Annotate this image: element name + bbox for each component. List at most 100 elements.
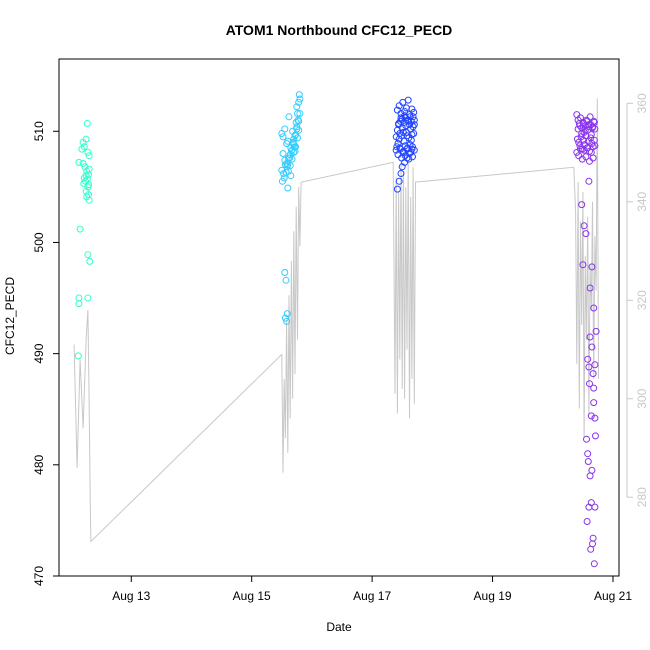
x-axis: Aug 13 Aug 15 Aug 17 Aug 19 Aug 21 (112, 576, 632, 603)
data-point (410, 116, 418, 124)
data-point (577, 145, 584, 153)
data-point (410, 130, 418, 137)
data-point (75, 158, 83, 166)
data-point (291, 132, 299, 140)
data-point (582, 153, 590, 161)
data-point (85, 196, 93, 204)
series-flight3 (392, 96, 418, 193)
data-point (279, 150, 287, 157)
data-point (282, 276, 290, 284)
data-point (408, 145, 416, 153)
data-point (296, 110, 304, 117)
data-point (278, 166, 286, 174)
data-point (284, 184, 292, 192)
data-point (293, 125, 301, 133)
data-point (396, 117, 404, 125)
secondary-trace-layer (73, 98, 599, 543)
data-point (404, 116, 412, 124)
data-point (86, 257, 94, 265)
data-point (588, 263, 596, 271)
data-point (584, 355, 592, 363)
data-point (404, 96, 412, 104)
data-point (580, 222, 588, 230)
data-point (407, 148, 415, 156)
data-point (394, 140, 402, 147)
data-point (590, 304, 598, 312)
data-point (283, 317, 291, 325)
data-point (583, 518, 591, 525)
data-point (407, 117, 415, 125)
data-point (585, 363, 593, 371)
series-flight1 (74, 120, 94, 360)
y-axis-left: 470 480 490 500 510 (32, 121, 59, 586)
data-point (85, 165, 93, 173)
x-tick-label: Aug 15 (233, 589, 271, 603)
data-point (283, 160, 291, 167)
data-point (281, 314, 289, 322)
data-point (76, 225, 84, 233)
data-point (392, 146, 400, 154)
data-point (393, 185, 401, 193)
data-point (279, 133, 287, 141)
data-point (397, 170, 405, 177)
plot-frame (58, 58, 620, 577)
data-point (590, 384, 598, 392)
data-point (576, 122, 584, 130)
data-point (398, 132, 406, 140)
y-tick-label: 500 (32, 232, 46, 252)
data-point (578, 155, 586, 163)
chart-title: ATOM1 Northbound CFC12_PECD (226, 22, 453, 38)
data-point (587, 412, 595, 420)
data-point (407, 136, 415, 144)
y2-tick-label: 340 (635, 191, 649, 211)
y-tick-label: 490 (32, 343, 46, 363)
data-point (85, 152, 93, 160)
data-point (295, 98, 303, 106)
data-point (591, 361, 599, 369)
data-point (406, 121, 413, 129)
data-point (81, 163, 89, 171)
data-point (82, 135, 90, 143)
data-point (584, 450, 592, 458)
data-point (580, 120, 587, 127)
data-point (84, 294, 92, 302)
x-tick-label: Aug 19 (474, 589, 512, 603)
data-point (592, 432, 599, 440)
data-point (79, 160, 87, 167)
data-point (590, 399, 598, 407)
data-point (85, 181, 92, 189)
data-point (282, 168, 290, 176)
data-point (283, 310, 291, 318)
secondary-trace-line (73, 98, 599, 543)
data-point (585, 123, 593, 131)
data-point (588, 466, 596, 474)
data-point (403, 132, 411, 140)
data-point (410, 108, 418, 116)
y-axis-label: CFC12_PECD (3, 277, 17, 355)
y-axis-right: 280 300 320 340 360 (626, 93, 649, 507)
data-point (284, 161, 292, 169)
y2-tick-label: 360 (635, 93, 649, 113)
data-points-layer (74, 91, 600, 568)
data-point (83, 167, 91, 175)
data-point (591, 503, 599, 511)
data-point (586, 333, 594, 341)
y-tick-label: 470 (32, 566, 46, 586)
data-point (585, 177, 593, 185)
data-point (281, 269, 289, 276)
x-tick-label: Aug 17 (353, 589, 391, 603)
data-point (584, 144, 592, 152)
data-point (281, 125, 289, 133)
data-point (296, 95, 304, 103)
data-point (574, 125, 582, 133)
x-axis-label: Date (326, 620, 352, 634)
data-point (395, 177, 403, 185)
data-point (295, 117, 303, 125)
data-point (588, 343, 596, 351)
y-tick-label: 510 (32, 121, 46, 141)
data-point (579, 261, 587, 269)
data-point (586, 380, 593, 388)
data-point (587, 499, 595, 507)
